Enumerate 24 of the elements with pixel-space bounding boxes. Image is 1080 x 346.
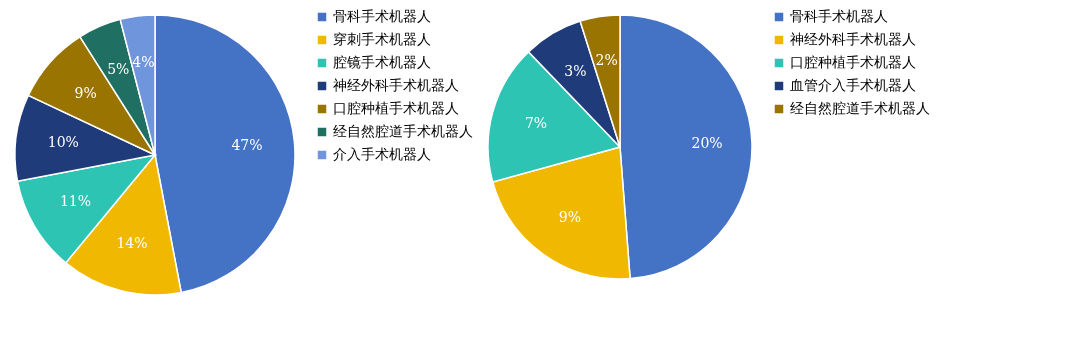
legend-label: 经自然腔道手术机器人 <box>333 123 473 139</box>
data-label: 10% <box>47 134 79 151</box>
legend-label: 介入手术机器人 <box>333 146 431 162</box>
data-label: 3% <box>564 63 587 80</box>
legend-label: 神经外科手术机器人 <box>333 77 459 93</box>
data-label: 14% <box>116 235 148 252</box>
data-label: 2% <box>595 51 618 68</box>
data-label: 20% <box>691 134 723 151</box>
legend-label: 神经外科手术机器人 <box>790 31 916 47</box>
data-label: 47% <box>231 137 263 154</box>
data-label: 9% <box>74 84 97 101</box>
data-label: 4% <box>132 54 155 71</box>
legend-label: 经自然腔道手术机器人 <box>790 100 930 116</box>
legend-label: 血管介入手术机器人 <box>790 77 916 93</box>
legend-label: 骨科手术机器人 <box>333 8 431 24</box>
legend-label: 口腔种植手术机器人 <box>790 54 916 70</box>
data-label: 5% <box>107 61 130 78</box>
legend-label: 骨科手术机器人 <box>790 8 888 24</box>
legend-label: 穿刺手术机器人 <box>333 31 431 47</box>
legend-label: 腔镜手术机器人 <box>333 54 431 70</box>
data-label: 7% <box>524 114 548 131</box>
data-label: 9% <box>558 209 581 226</box>
legend-label: 口腔种植手术机器人 <box>333 100 459 116</box>
data-label: 11% <box>59 193 92 210</box>
